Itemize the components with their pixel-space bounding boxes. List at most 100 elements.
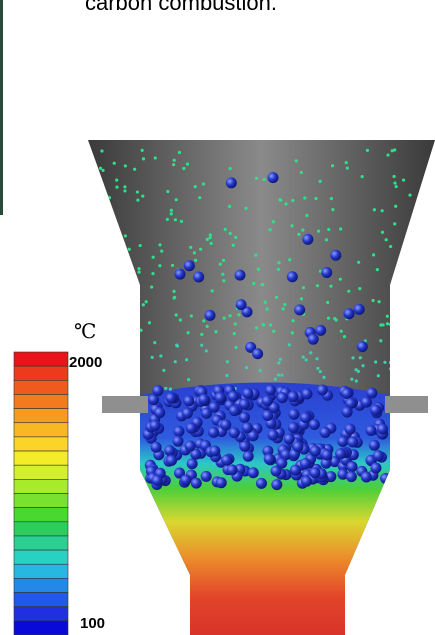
small-particle xyxy=(234,345,238,350)
small-particle xyxy=(389,244,393,249)
small-particle xyxy=(273,377,277,381)
small-particle xyxy=(169,208,173,212)
small-particle xyxy=(225,360,230,364)
small-particle xyxy=(350,377,354,381)
small-particle xyxy=(172,289,176,293)
fuel-particle xyxy=(309,467,321,479)
small-particle xyxy=(208,233,212,237)
small-particle xyxy=(344,160,348,165)
small-particle xyxy=(316,229,321,233)
small-particle xyxy=(189,314,193,318)
fuel-particle xyxy=(208,426,220,438)
inlet xyxy=(102,396,148,413)
fuel-particle xyxy=(299,458,311,470)
small-particle xyxy=(276,267,280,271)
small-particle xyxy=(205,324,209,328)
fuel-particle xyxy=(180,474,192,486)
small-particle xyxy=(360,175,364,179)
fuel-particle xyxy=(215,477,227,489)
fuel-particle xyxy=(341,388,353,400)
small-particle xyxy=(151,271,155,276)
small-particle xyxy=(379,339,383,343)
small-particle xyxy=(385,314,389,318)
small-particle xyxy=(160,249,164,253)
small-particle xyxy=(261,323,266,327)
fuel-particle xyxy=(238,398,250,410)
colorbar-band xyxy=(13,563,69,579)
fuel-particle xyxy=(353,303,365,315)
colorbar-band xyxy=(13,436,69,452)
colorbar-band xyxy=(13,394,69,409)
small-particle xyxy=(182,166,186,171)
fuel-particle xyxy=(148,394,160,406)
small-particle xyxy=(287,343,291,347)
small-particle xyxy=(318,179,322,183)
small-particle xyxy=(225,373,229,378)
small-particle xyxy=(305,213,309,218)
fuel-particle xyxy=(241,422,253,434)
small-particle xyxy=(403,386,407,390)
fuel-particle xyxy=(239,440,251,452)
fuel-particle xyxy=(335,448,347,460)
small-particle xyxy=(388,360,393,365)
small-particle xyxy=(354,379,358,383)
small-particle xyxy=(394,307,398,312)
small-particle xyxy=(187,377,191,382)
fuel-particle xyxy=(309,445,321,457)
colorbar-band xyxy=(13,578,69,593)
small-particle xyxy=(393,148,397,152)
small-particle xyxy=(205,237,209,241)
colorbar-band xyxy=(13,464,69,480)
small-particle xyxy=(221,272,225,276)
small-particle xyxy=(137,267,141,271)
small-particle xyxy=(133,167,137,171)
small-particle xyxy=(280,373,284,377)
small-particle xyxy=(283,302,287,307)
small-particle xyxy=(150,285,154,289)
small-particle xyxy=(179,219,184,223)
fuel-particle xyxy=(347,436,359,448)
small-particle xyxy=(301,355,305,359)
edge-line xyxy=(0,0,3,215)
small-particle xyxy=(268,323,273,327)
small-particle xyxy=(201,182,205,186)
small-particle xyxy=(376,374,380,378)
colorbar-max: 2000 xyxy=(69,354,102,371)
fuel-particle xyxy=(154,407,166,419)
fuel-particle xyxy=(276,392,288,404)
small-particle xyxy=(388,322,393,327)
small-particle xyxy=(281,307,285,311)
fuel-particle xyxy=(320,457,332,469)
small-particle xyxy=(110,362,114,366)
small-particle xyxy=(158,243,162,247)
fuel-particle xyxy=(226,464,238,476)
small-particle xyxy=(141,157,146,161)
fuel-particle xyxy=(308,419,320,431)
fuel-particle xyxy=(302,233,314,245)
small-particle xyxy=(290,331,294,335)
fuel-particle xyxy=(183,395,195,407)
small-particle xyxy=(137,270,141,274)
small-particle xyxy=(131,341,136,345)
fuel-particle xyxy=(225,177,237,189)
small-particle xyxy=(147,321,152,325)
fuel-particle xyxy=(283,433,295,445)
fuel-particle xyxy=(198,393,210,405)
small-particle xyxy=(347,289,351,293)
small-particle xyxy=(144,300,148,304)
small-particle xyxy=(141,194,145,198)
colorbar-band xyxy=(13,549,69,565)
small-particle xyxy=(172,296,176,300)
small-particle xyxy=(204,349,208,353)
small-particle xyxy=(189,245,193,249)
small-particle xyxy=(365,148,370,152)
colorbar-band xyxy=(13,408,69,424)
colorbar-band xyxy=(13,535,69,551)
fuel-particle xyxy=(307,333,319,345)
small-particle xyxy=(135,358,139,363)
fuel-particle xyxy=(185,422,197,434)
small-particle xyxy=(314,196,318,201)
fuel-particle xyxy=(377,423,389,435)
small-particle xyxy=(174,198,178,202)
small-particle xyxy=(102,339,106,343)
